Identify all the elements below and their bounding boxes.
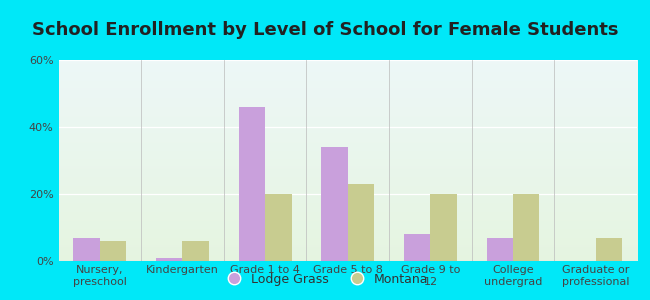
- Bar: [595, 238, 622, 261]
- Legend: Lodge Grass, Montana: Lodge Grass, Montana: [216, 268, 434, 291]
- Bar: [239, 107, 265, 261]
- Text: School Enrollment by Level of School for Female Students: School Enrollment by Level of School for…: [32, 21, 618, 39]
- Bar: [265, 194, 292, 261]
- Bar: [183, 241, 209, 261]
- Bar: [404, 234, 430, 261]
- Bar: [430, 194, 457, 261]
- Bar: [321, 147, 348, 261]
- Bar: [156, 258, 183, 261]
- Bar: [348, 184, 374, 261]
- Bar: [487, 238, 513, 261]
- Bar: [100, 241, 126, 261]
- Bar: [513, 194, 540, 261]
- Bar: [73, 238, 100, 261]
